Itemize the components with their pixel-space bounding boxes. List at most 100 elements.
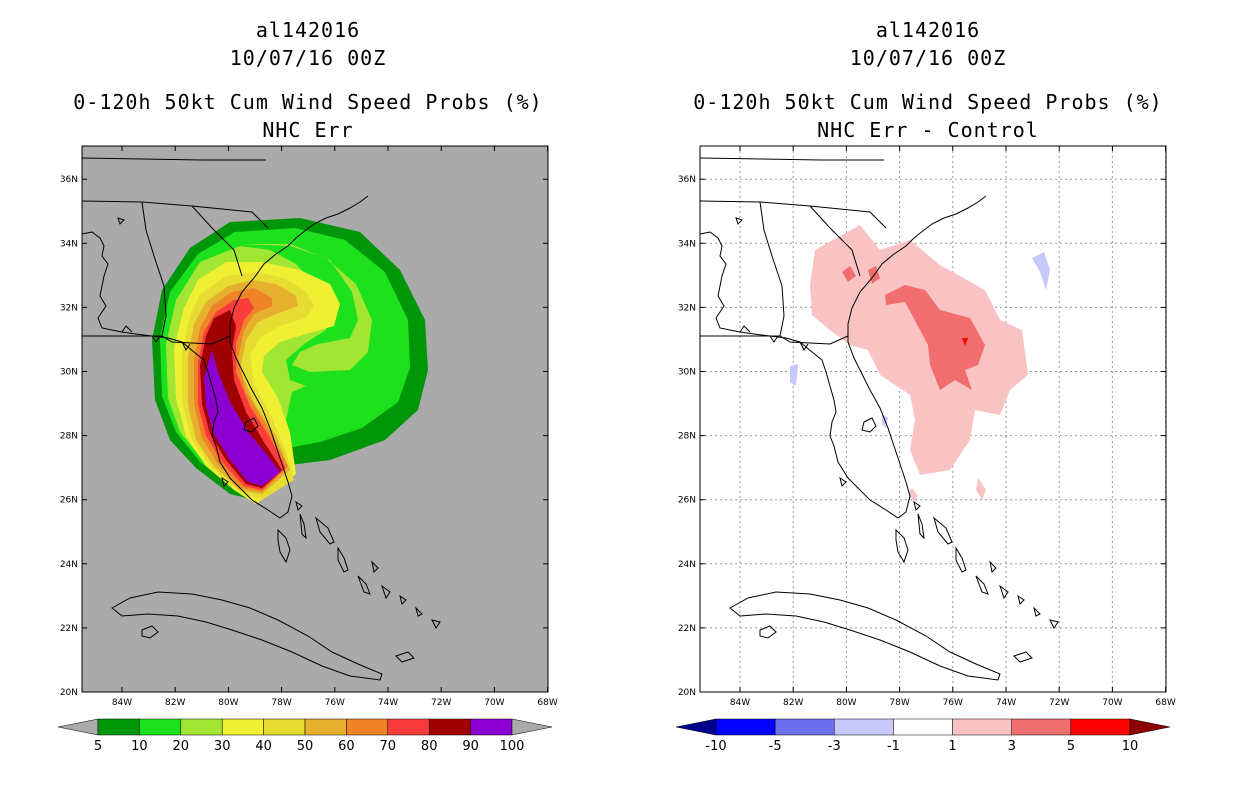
right-datetime: 10/07/16 00Z bbox=[849, 46, 1007, 70]
colorbar-label: 50 bbox=[297, 739, 314, 754]
lon-label: 70W bbox=[484, 698, 504, 708]
left-map-panel: 84W 82W 80W 78W 76W 74W 72W 70W 68W 20N 22N 24N 26N 2… bbox=[60, 145, 558, 708]
colorbar-under-arrow bbox=[675, 718, 717, 736]
colorbar-segment bbox=[834, 718, 894, 736]
colorbar-segment bbox=[387, 718, 430, 736]
lat-label: 22N bbox=[60, 624, 78, 634]
colorbar-label: 40 bbox=[255, 739, 272, 754]
colorbar-label: 10 bbox=[1122, 739, 1139, 754]
lon-label: 82W bbox=[783, 698, 803, 708]
lat-label: 24N bbox=[678, 560, 696, 570]
right-map-border bbox=[699, 145, 1167, 693]
diff-neg-3-region-b bbox=[790, 364, 798, 386]
colorbar-label: -10 bbox=[705, 739, 726, 754]
colorbar-segment bbox=[1011, 718, 1072, 736]
colorbar-label: 60 bbox=[338, 739, 355, 754]
colorbar-label: 100 bbox=[500, 739, 525, 754]
colorbar-segment bbox=[774, 718, 835, 736]
right-colorbar: -10 -5 -3 -1 1 3 5 10 bbox=[675, 718, 1171, 754]
lat-label: 22N bbox=[678, 624, 696, 634]
lon-label: 76W bbox=[325, 698, 345, 708]
lon-label: 78W bbox=[271, 698, 291, 708]
diff-neg-3-region-a bbox=[1032, 252, 1050, 290]
lon-label: 70W bbox=[1102, 698, 1122, 708]
lat-label: 26N bbox=[678, 496, 696, 506]
colorbar-segment bbox=[180, 718, 223, 736]
lon-label: 78W bbox=[889, 698, 909, 708]
lat-label: 36N bbox=[678, 175, 696, 185]
right-axes: 84W 82W 80W 78W 76W 74W 72W 70W 68W 20N 22N 24N 26N 2… bbox=[678, 146, 1176, 708]
diff-pos-3-region bbox=[885, 285, 985, 390]
lat-label: 20N bbox=[60, 688, 78, 698]
lon-label: 74W bbox=[996, 698, 1016, 708]
lon-label: 76W bbox=[943, 698, 963, 708]
colorbar-over-arrow bbox=[511, 718, 553, 736]
colorbar-label: 20 bbox=[173, 739, 190, 754]
lat-label: 28N bbox=[60, 432, 78, 442]
lat-label: 28N bbox=[678, 432, 696, 442]
colorbar-label: 1 bbox=[948, 739, 956, 754]
left-axes: 84W 82W 80W 78W 76W 74W 72W 70W 68W 20N 22N 24N 26N 2… bbox=[60, 146, 558, 708]
colorbar-label: 10 bbox=[131, 739, 148, 754]
left-subtitle: NHC Err bbox=[262, 118, 354, 142]
colorbar-segment bbox=[715, 718, 776, 736]
lat-label: 36N bbox=[60, 175, 78, 185]
colorbar-over-arrow bbox=[1129, 718, 1171, 736]
colorbar-segment bbox=[428, 718, 471, 736]
colorbar-label: 80 bbox=[421, 739, 438, 754]
diff-pos-3-small-a bbox=[842, 266, 856, 282]
lon-label: 74W bbox=[378, 698, 398, 708]
lon-label: 68W bbox=[1155, 698, 1175, 708]
colorbar-label: 70 bbox=[380, 739, 397, 754]
prob-90-100-contour bbox=[204, 350, 280, 486]
lon-label: 84W bbox=[730, 698, 750, 708]
colorbar-label: 3 bbox=[1008, 739, 1016, 754]
colorbar-label: -5 bbox=[769, 739, 782, 754]
colorbar-segment bbox=[346, 718, 389, 736]
colorbar-segment bbox=[221, 718, 264, 736]
diff-pos-5-point bbox=[962, 338, 968, 346]
colorbar-segment bbox=[952, 718, 1012, 736]
colorbar-segment bbox=[263, 718, 306, 736]
colorbar-segment bbox=[139, 718, 182, 736]
colorbar-segment bbox=[1070, 718, 1131, 736]
lon-label: 80W bbox=[218, 698, 238, 708]
right-storm-id: al142016 bbox=[875, 18, 981, 42]
colorbar-segment bbox=[470, 718, 513, 736]
lat-label: 32N bbox=[60, 303, 78, 313]
lat-label: 30N bbox=[678, 368, 696, 378]
lat-label: 26N bbox=[60, 496, 78, 506]
lat-label: 24N bbox=[60, 560, 78, 570]
left-datetime: 10/07/16 00Z bbox=[229, 46, 387, 70]
colorbar-label: -1 bbox=[887, 739, 900, 754]
left-colorbar: 5 10 20 30 40 50 60 70 80 90 100 bbox=[57, 718, 553, 754]
diff-pos-1-patch-b bbox=[908, 488, 918, 502]
right-subtitle: NHC Err - Control bbox=[817, 118, 1039, 142]
left-map-border bbox=[81, 145, 549, 693]
left-title: 0-120h 50kt Cum Wind Speed Probs (%) bbox=[73, 90, 543, 114]
lat-label: 34N bbox=[60, 239, 78, 249]
colorbar-segment bbox=[304, 718, 347, 736]
lon-label: 84W bbox=[112, 698, 132, 708]
left-probability-contours bbox=[152, 218, 428, 504]
lon-label: 72W bbox=[431, 698, 451, 708]
colorbar-label: 5 bbox=[94, 739, 102, 754]
colorbar-label: 5 bbox=[1067, 739, 1075, 754]
lat-label: 32N bbox=[678, 303, 696, 313]
colorbar-under-arrow bbox=[57, 718, 99, 736]
lon-label: 80W bbox=[836, 698, 856, 708]
colorbar-segment bbox=[97, 718, 140, 736]
lon-label: 72W bbox=[1049, 698, 1069, 708]
lon-label: 82W bbox=[165, 698, 185, 708]
diff-pos-1-patch-a bbox=[976, 478, 986, 500]
lat-label: 30N bbox=[60, 368, 78, 378]
colorbar-label: 30 bbox=[214, 739, 231, 754]
lat-label: 34N bbox=[678, 239, 696, 249]
right-map-panel: 84W 82W 80W 78W 76W 74W 72W 70W 68W 20N 22N 24N 26N 2… bbox=[678, 145, 1176, 708]
colorbar-label: -3 bbox=[828, 739, 841, 754]
colorbar-segment bbox=[893, 718, 953, 736]
colorbar-label: 90 bbox=[462, 739, 479, 754]
lon-label: 68W bbox=[537, 698, 557, 708]
left-storm-id: al142016 bbox=[255, 18, 361, 42]
